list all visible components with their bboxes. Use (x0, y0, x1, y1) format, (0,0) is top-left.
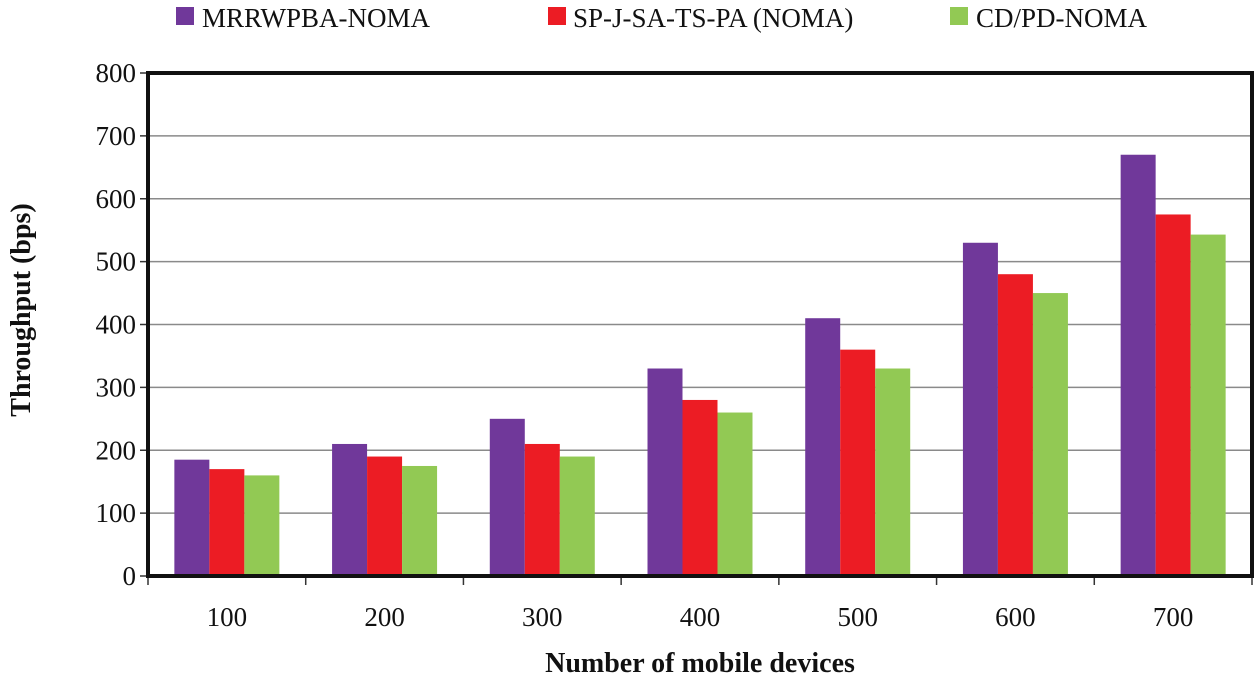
bar-mrrwpba-noma-600 (962, 242, 998, 576)
bar-cd-pd-noma-600 (1032, 293, 1068, 576)
y-tick-label: 400 (96, 310, 137, 340)
x-tick-label-500: 500 (837, 602, 878, 632)
x-axis-ticks: 100 200 300 400 500 600 700 (147, 576, 1253, 632)
y-tick-label: 0 (123, 561, 137, 591)
bars (174, 154, 1226, 577)
x-axis-title: Number of mobile devices (545, 648, 855, 679)
bar-sp-j-sa-ts-pa-noma-200 (367, 456, 403, 576)
y-tick-label: 600 (96, 184, 137, 214)
x-tick-label-100: 100 (207, 602, 248, 632)
bar-cd-pd-noma-200 (402, 465, 438, 576)
y-tick-label: 300 (96, 372, 137, 402)
legend: MRRWPBA-NOMA SP-J-SA-TS-PA (NOMA) CD/PD-… (176, 3, 1148, 33)
bar-cd-pd-noma-500 (875, 368, 911, 576)
bar-cd-pd-noma-300 (559, 456, 595, 576)
y-tick-label: 100 (96, 498, 137, 528)
bar-sp-j-sa-ts-pa-noma-300 (524, 443, 560, 576)
y-tick-label: 800 (96, 58, 137, 88)
x-tick-label-400: 400 (680, 602, 721, 632)
legend-swatch-sp-j-sa-ts-pa-noma (548, 7, 566, 25)
y-tick-label: 700 (96, 121, 137, 151)
plot-frame (146, 71, 1254, 578)
bar-cd-pd-noma-700 (1190, 234, 1226, 576)
gridlines (148, 135, 1252, 514)
bar-cd-pd-noma-100 (244, 475, 280, 576)
y-axis-ticks: 0 100 200 300 400 500 600 700 800 (96, 58, 148, 591)
bar-sp-j-sa-ts-pa-noma-500 (840, 349, 876, 576)
bar-sp-j-sa-ts-pa-noma-600 (997, 274, 1033, 576)
x-tick-label-200: 200 (364, 602, 405, 632)
x-tick-label-600: 600 (995, 602, 1036, 632)
legend-label-cd-pd-noma: CD/PD-NOMA (976, 3, 1148, 33)
y-tick-label: 200 (96, 435, 137, 465)
bar-sp-j-sa-ts-pa-noma-100 (209, 469, 245, 576)
legend-swatch-cd-pd-noma (950, 7, 968, 25)
x-tick-label-700: 700 (1153, 602, 1194, 632)
bar-cd-pd-noma-400 (717, 412, 753, 576)
bar-sp-j-sa-ts-pa-noma-400 (682, 399, 718, 576)
bar-mrrwpba-noma-300 (489, 418, 525, 576)
legend-swatch-mrrwpba-noma (176, 7, 194, 25)
bar-mrrwpba-noma-700 (1120, 154, 1156, 577)
bar-mrrwpba-noma-200 (332, 443, 368, 576)
bar-sp-j-sa-ts-pa-noma-700 (1155, 214, 1191, 576)
y-axis-title: Throughput (bps) (6, 203, 37, 416)
bar-mrrwpba-noma-500 (805, 318, 841, 576)
x-tick-label-300: 300 (522, 602, 563, 632)
bar-mrrwpba-noma-400 (647, 368, 683, 576)
y-tick-label: 500 (96, 247, 137, 277)
bar-mrrwpba-noma-100 (174, 459, 210, 576)
legend-label-sp-j-sa-ts-pa-noma: SP-J-SA-TS-PA (NOMA) (573, 3, 853, 33)
legend-label-mrrwpba-noma: MRRWPBA-NOMA (202, 3, 431, 33)
